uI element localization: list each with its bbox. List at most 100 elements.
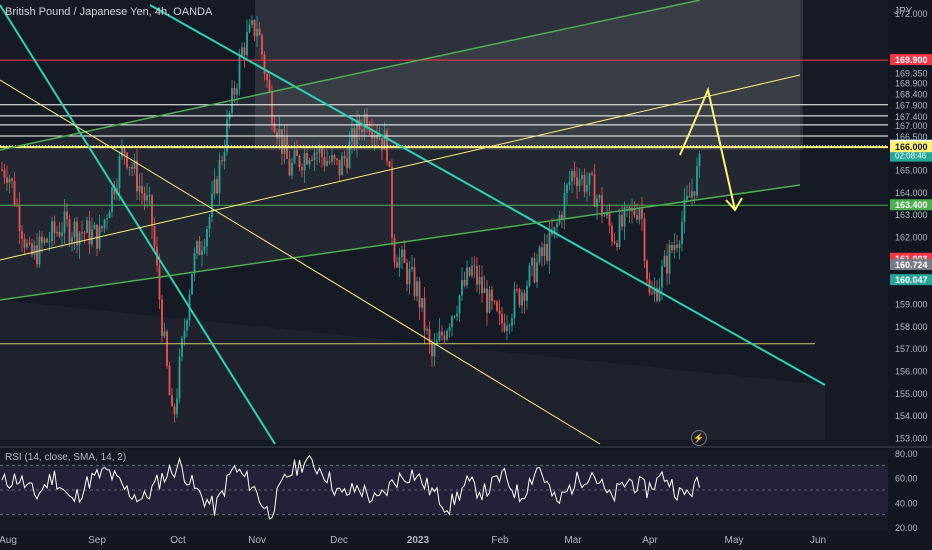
candle-body: [413, 266, 416, 297]
candle-body: [53, 221, 56, 234]
candle-body: [466, 267, 468, 286]
price-tick: 169.350: [895, 68, 928, 78]
candle-body: [371, 131, 373, 139]
candle-body: [36, 245, 38, 265]
candle-body: [363, 113, 366, 133]
time-axis[interactable]: Aug Sep Oct Nov Dec 2023 Feb Mar Apr May Jun: [0, 535, 826, 546]
horizontal-levels-layer: [0, 59, 888, 345]
candle-body: [271, 91, 273, 124]
candle-body: [651, 293, 653, 295]
candle-body: [433, 344, 436, 357]
candle-body: [66, 211, 68, 220]
price-tick: 168.900: [895, 78, 928, 88]
candle-body: [536, 262, 538, 283]
price-tick: 167.900: [895, 101, 928, 111]
candle-body: [103, 219, 106, 229]
candle-body: [383, 130, 386, 150]
candle-body: [21, 231, 23, 240]
candle-body: [298, 155, 301, 168]
price-tick: 163.000: [895, 210, 928, 220]
candle-body: [476, 265, 478, 285]
lightning-icon[interactable]: ⚡: [691, 430, 707, 446]
symbol-legend[interactable]: British Pound / Japanese Yen, 4h, OANDA: [5, 6, 213, 18]
price-tick: 155.000: [895, 389, 928, 399]
candle-body: [598, 195, 601, 199]
main-pane-bg: [0, 0, 888, 444]
candle-body: [283, 136, 286, 154]
candle-body: [268, 80, 271, 92]
candle-body: [213, 179, 216, 194]
candle-body: [206, 229, 208, 247]
candle-body: [481, 277, 483, 294]
candle-body: [571, 170, 573, 182]
candle-body: [266, 73, 268, 81]
candle-body: [158, 265, 161, 300]
rsi-tick: 20.00: [895, 523, 918, 533]
candle-body: [218, 160, 221, 194]
candle-body: [543, 243, 546, 257]
candle-body: [646, 260, 648, 280]
rsi-legend[interactable]: RSI (14, close, SMA, 14, 2): [5, 452, 127, 463]
candle-body: [63, 211, 66, 233]
candle-body: [373, 134, 376, 139]
candle-body: [56, 232, 58, 234]
candle-body: [223, 151, 226, 162]
candle-body: [113, 187, 116, 195]
candle-body: [293, 150, 296, 163]
candle-body: [508, 325, 511, 327]
candle-body: [426, 328, 428, 331]
candle-body: [581, 174, 583, 180]
candle-body: [451, 316, 453, 328]
candle-body: [23, 239, 26, 248]
time-tick: 2023: [407, 535, 430, 546]
candle-body: [261, 35, 263, 55]
trendlines-layer[interactable]: [0, 0, 826, 445]
candle-body: [403, 249, 406, 264]
candle-body: [313, 152, 316, 161]
candle-body: [253, 20, 256, 37]
candle-body: [613, 241, 616, 243]
price-tag-label: 161.003: [895, 254, 928, 264]
candle-body: [186, 320, 188, 331]
candle-body: [263, 54, 266, 74]
candle-body: [671, 245, 673, 251]
price-tick: 157.000: [895, 344, 928, 354]
candle-body: [328, 161, 331, 163]
candle-body: [518, 289, 521, 306]
candle-body: [693, 191, 696, 196]
candle-body: [686, 195, 688, 200]
candle-body: [131, 166, 133, 169]
time-tick: Aug: [0, 535, 17, 546]
candle-body: [148, 195, 151, 197]
candle-body: [276, 132, 278, 139]
channel-zone: [0, 0, 800, 300]
candle-body: [538, 247, 541, 263]
candle-body: [241, 47, 243, 57]
candle-body: [468, 267, 471, 276]
candle-body: [696, 166, 698, 196]
candle-body: [153, 225, 156, 247]
rsi-pane: [0, 454, 888, 520]
candle-body: [663, 255, 666, 267]
candle-body: [11, 178, 13, 182]
candle-body: [181, 338, 183, 357]
candle-body: [391, 166, 393, 238]
candle-body: [563, 192, 566, 220]
candle-body: [6, 177, 8, 183]
candle-body: [353, 128, 356, 146]
candle-body: [443, 335, 446, 340]
candle-body: [501, 314, 503, 324]
candle-body: [461, 280, 463, 296]
projection-arrow[interactable]: [679, 86, 743, 212]
candle-body: [46, 238, 48, 243]
price-tick: 153.000: [895, 434, 928, 444]
candle-body: [698, 153, 701, 167]
candle-body: [641, 208, 643, 219]
candle-body: [303, 152, 306, 171]
candle-body: [591, 173, 593, 175]
candle-body: [483, 288, 486, 294]
candle-body: [661, 266, 663, 288]
candle-body: [448, 327, 451, 331]
